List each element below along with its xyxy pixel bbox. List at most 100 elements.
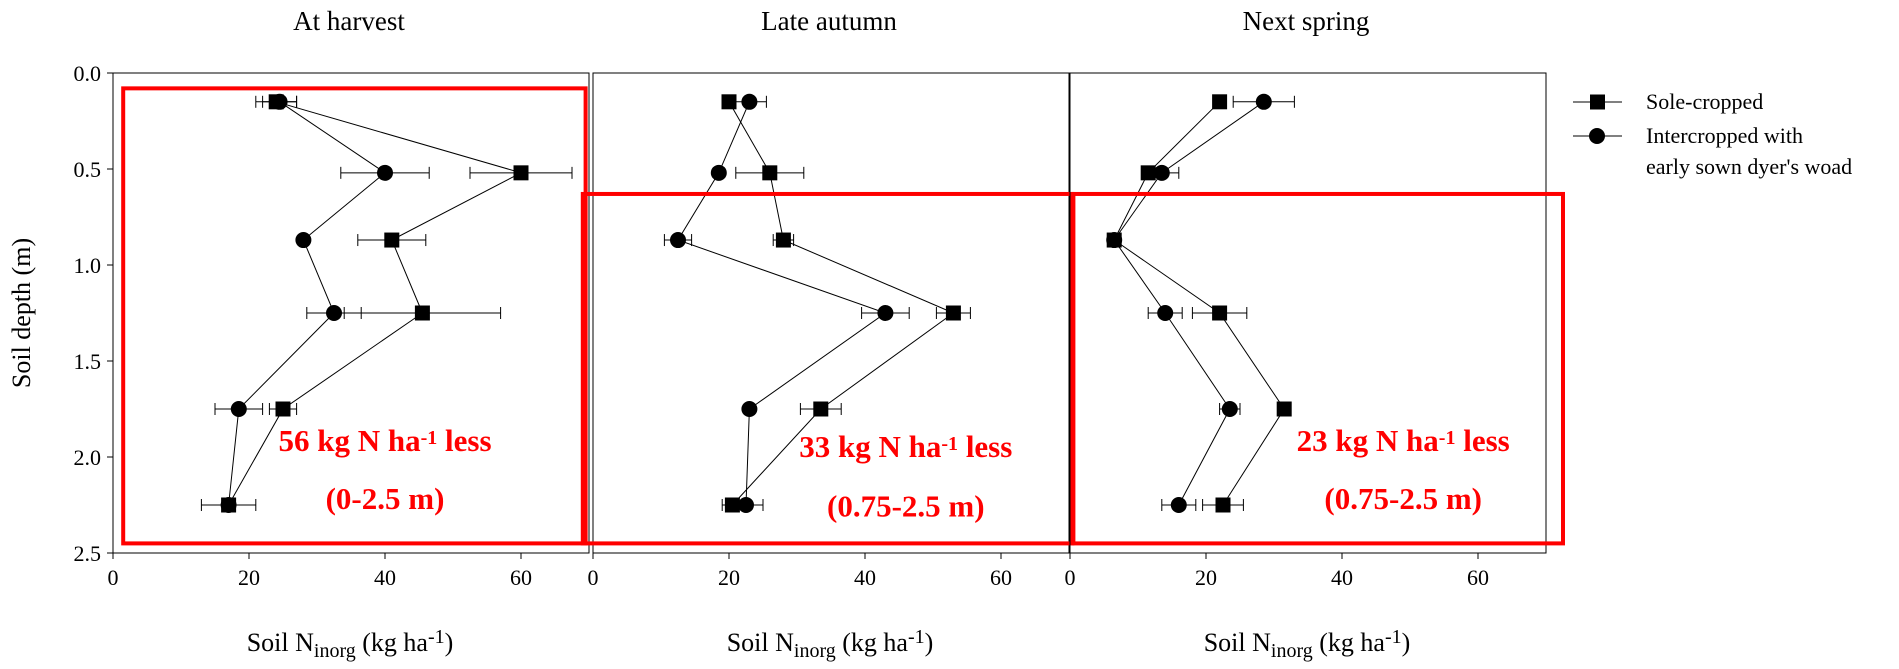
data-point-square — [775, 232, 791, 248]
annotation-text-end: less — [1455, 423, 1509, 458]
y-tick-label: 0.0 — [74, 61, 102, 86]
series-line-circle — [228, 101, 386, 506]
annotation-line1: 33 kg N ha-1 less — [799, 429, 1012, 464]
annotation-line2: (0-2.5 m) — [326, 481, 445, 516]
series-circle-markers — [200, 93, 430, 513]
series-square-markers — [1106, 94, 1292, 513]
annotation-line2: (0.75-2.5 m) — [1324, 481, 1482, 516]
x-axis-label: Soil Ninorg (kg ha-1) — [247, 626, 454, 662]
x-tick-label: 40 — [374, 565, 396, 590]
annotation-text-end: less — [437, 423, 491, 458]
x-axis-label-main: Soil N — [1204, 628, 1271, 657]
panel-frame — [592, 72, 1070, 554]
x-tick-label: 0 — [588, 565, 599, 590]
y-tick-label: 2.0 — [74, 445, 102, 470]
panel-frame — [112, 72, 590, 554]
legend-square-marker — [1590, 94, 1605, 110]
data-point-circle — [710, 164, 727, 181]
x-tick-label: 60 — [1467, 565, 1489, 590]
x-tick-label: 20 — [1195, 565, 1217, 590]
y-tick-label: 1.0 — [74, 253, 102, 278]
x-axis-label-unit-close: ) — [1402, 628, 1411, 657]
x-axis-label-sup: -1 — [1385, 626, 1402, 648]
y-tick-label: 0.5 — [74, 157, 102, 182]
x-tick-label: 20 — [718, 565, 740, 590]
data-point-circle — [670, 232, 686, 249]
data-point-circle — [738, 497, 754, 513]
data-point-square — [1212, 94, 1228, 110]
x-axis-label: Soil Ninorg (kg ha-1) — [727, 626, 934, 662]
x-axis-label-sub: inorg — [1271, 640, 1313, 662]
data-point-circle — [741, 93, 758, 110]
x-tick-label: 60 — [510, 565, 532, 590]
y-axis: 0.0 0.5 1.0 1.5 2.0 2.5 — [74, 61, 113, 566]
data-point-circle — [1255, 93, 1272, 110]
annotation-text: 33 kg N ha — [799, 429, 942, 464]
annotation-sup: -1 — [1439, 427, 1456, 449]
data-point-circle — [230, 401, 247, 417]
data-point-square — [1276, 401, 1292, 417]
x-tick-label: 40 — [854, 565, 876, 590]
x-axis-label-unit: (kg ha — [836, 628, 909, 657]
x-axis-label-main: Soil N — [247, 628, 314, 657]
x-tick-label: 0 — [108, 565, 119, 590]
data-point-square — [762, 165, 778, 181]
x-axis-label-sup: -1 — [428, 626, 445, 648]
annotation-sup: -1 — [941, 433, 958, 455]
annotation-text: 23 kg N ha — [1297, 423, 1440, 458]
legend: Sole-cropped Intercropped with early sown … — [1573, 89, 1852, 179]
series-square-markers — [721, 94, 971, 513]
annotation-text-end: less — [958, 429, 1012, 464]
x-axis-label-main: Soil N — [727, 628, 794, 657]
x-axis-label-unit: (kg ha — [1313, 628, 1386, 657]
data-point-circle — [1106, 232, 1123, 249]
x-tick-label: 0 — [1065, 565, 1076, 590]
series-line-square — [228, 101, 523, 506]
series-line-square — [728, 101, 955, 506]
series-line-square — [1113, 101, 1285, 506]
series-circle-markers — [663, 93, 910, 513]
data-point-circle — [271, 93, 288, 110]
legend-label: early sown dyer's woad — [1646, 154, 1852, 179]
data-point-circle — [295, 232, 312, 249]
data-point-square — [813, 401, 829, 417]
data-point-circle — [1221, 401, 1238, 417]
annotation-line1: 23 kg N ha-1 less — [1297, 423, 1510, 458]
x-axis-label: Soil Ninorg (kg ha-1) — [1204, 626, 1411, 662]
series-line-circle — [677, 101, 887, 506]
data-point-circle — [220, 497, 237, 513]
data-point-square — [945, 305, 961, 321]
panel-frame — [1069, 72, 1547, 554]
legend-entry-square: Sole-cropped — [1573, 89, 1763, 114]
data-point-circle — [741, 401, 758, 417]
series-line-circle — [1113, 101, 1265, 506]
x-axis-label-sup: -1 — [908, 626, 925, 648]
data-point-circle — [1170, 497, 1187, 513]
data-point-circle — [377, 164, 393, 181]
x-tick-label: 40 — [1331, 565, 1353, 590]
data-point-square — [1215, 497, 1231, 513]
highlight-box — [1071, 191, 1566, 546]
data-point-circle — [877, 305, 894, 321]
annotation-line1: 56 kg N ha-1 less — [278, 423, 491, 458]
y-axis-label: Soil depth (m) — [7, 238, 36, 388]
x-axis-label-unit-close: ) — [925, 628, 934, 657]
annotation-line2: (0.75-2.5 m) — [827, 489, 985, 524]
legend-entry-circle: Intercropped with early sown dyer's woad — [1573, 123, 1852, 179]
y-tick-label: 2.5 — [74, 541, 102, 566]
x-axis-label-sub: inorg — [314, 640, 356, 662]
data-point-circle — [1153, 164, 1170, 181]
data-point-square — [513, 165, 529, 181]
data-point-square — [414, 305, 430, 321]
x-axis-label-sub: inorg — [794, 640, 836, 662]
annotation-text: 56 kg N ha — [278, 423, 421, 458]
panel-title: Late autumn — [761, 6, 897, 36]
y-tick-label: 1.5 — [74, 349, 102, 374]
x-tick-label: 60 — [990, 565, 1012, 590]
data-point-square — [1212, 305, 1228, 321]
data-point-square — [275, 401, 291, 417]
